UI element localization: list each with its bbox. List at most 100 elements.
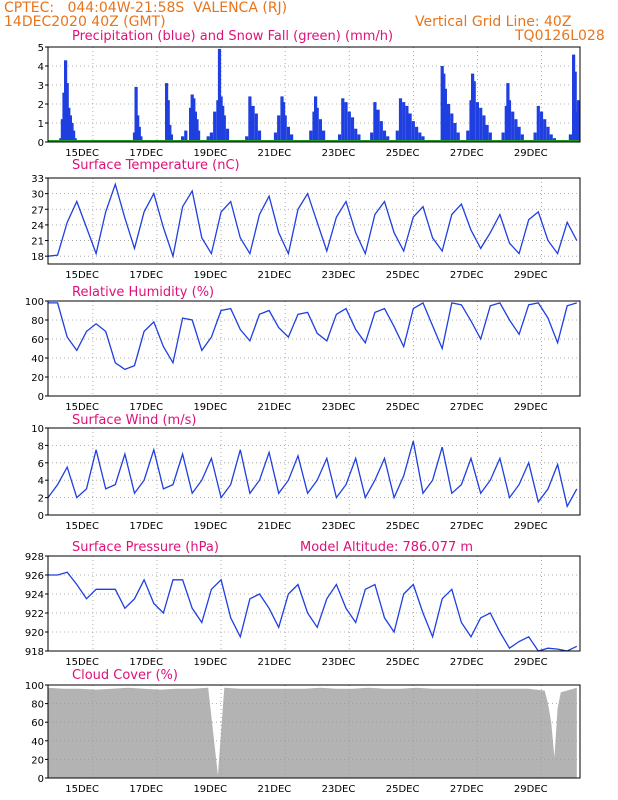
x-tick-label: 15DEC (65, 270, 99, 281)
y-tick-label: 920 (25, 628, 44, 639)
y-tick-label: 20 (31, 373, 44, 384)
x-tick-label: 29DEC (514, 657, 548, 668)
x-tick-label: 21DEC (258, 270, 292, 281)
precip-bar (169, 134, 173, 142)
precip-bar (197, 130, 201, 142)
x-tick-label: 25DEC (386, 784, 420, 795)
panel-title: Cloud Cover (%) (72, 668, 178, 683)
precip-bar (350, 117, 355, 142)
y-tick-label: 0 (38, 392, 44, 403)
y-tick-label: 0 (38, 774, 44, 785)
header-datetime: 14DEC2020 40Z (GMT) (4, 14, 166, 30)
y-tick-label: 80 (31, 316, 44, 327)
x-tick-label: 29DEC (514, 402, 548, 413)
precip-bar (405, 105, 409, 142)
precip-bar (283, 115, 287, 142)
y-tick-label: 918 (25, 647, 44, 658)
panel-title: Relative Humidity (%) (72, 285, 214, 300)
precip-bar (72, 130, 76, 142)
panel-frame (47, 46, 581, 143)
precip-bar (485, 124, 489, 142)
precip-bar (184, 130, 188, 142)
precip-bar (273, 132, 278, 142)
precip-bar (225, 128, 230, 142)
x-tick-label: 17DEC (129, 784, 163, 795)
x-tick-label: 29DEC (514, 270, 548, 281)
precip-bar (573, 71, 577, 142)
x-tick-label: 17DEC (129, 521, 163, 532)
header-model-id: TQ0126L028 (515, 28, 605, 44)
x-tick-label: 17DEC (129, 148, 163, 159)
precip-bar (245, 136, 249, 142)
precip-bar (192, 98, 196, 142)
precip-bar (536, 105, 540, 142)
x-tick-label: 21DEC (258, 402, 292, 413)
x-tick-label: 23DEC (322, 148, 356, 159)
precip-bar (213, 111, 217, 142)
panel-annotation: Model Altitude: 786.077 m (300, 540, 473, 555)
precip-bar (134, 86, 138, 142)
precip-bar (338, 134, 342, 142)
panel-frame (47, 555, 581, 652)
precip-bar (370, 132, 374, 142)
panel-frame (47, 177, 581, 265)
precip-bar (421, 136, 425, 142)
x-tick-label: 27DEC (450, 402, 484, 413)
y-tick-label: 0 (38, 138, 44, 149)
x-tick-label: 29DEC (514, 784, 548, 795)
precip-bar (514, 119, 518, 142)
precip-bar (290, 134, 294, 142)
x-tick-label: 19DEC (193, 270, 227, 281)
precip-bar (277, 115, 281, 142)
precip-bar (357, 134, 361, 142)
precip-bar (382, 130, 387, 142)
precip-bar (386, 136, 390, 142)
precip-bar (379, 121, 383, 142)
precip-bar (456, 132, 460, 142)
x-tick-label: 25DEC (386, 657, 420, 668)
precip-bar (254, 113, 258, 142)
x-tick-label: 15DEC (65, 521, 99, 532)
y-tick-label: 60 (31, 335, 44, 346)
y-tick-label: 924 (25, 590, 44, 601)
x-tick-label: 25DEC (386, 402, 420, 413)
x-tick-label: 15DEC (65, 657, 99, 668)
x-tick-label: 27DEC (450, 521, 484, 532)
precip-bar (318, 119, 322, 142)
x-tick-label: 23DEC (322, 402, 356, 413)
y-tick-label: 60 (31, 718, 44, 729)
precip-bar (344, 102, 348, 142)
precip-bar (181, 136, 185, 142)
x-tick-label: 21DEC (258, 148, 292, 159)
precip-bar (472, 81, 476, 142)
x-tick-label: 17DEC (129, 657, 163, 668)
x-tick-label: 19DEC (193, 657, 227, 668)
precip-bar (398, 98, 403, 142)
y-tick-label: 2 (38, 494, 44, 505)
precip-bar (466, 130, 470, 142)
precip-bar (539, 111, 544, 142)
panel-title: Surface Pressure (hPa) (72, 540, 219, 555)
precip-bar (168, 124, 172, 142)
precip-bar (315, 107, 319, 142)
precip-bar (139, 136, 143, 142)
precip-bar (402, 102, 406, 142)
precip-bar (322, 130, 326, 142)
x-tick-label: 25DEC (386, 521, 420, 532)
precip-bar (549, 134, 553, 142)
y-tick-label: 928 (25, 552, 44, 563)
precip-bar (166, 100, 170, 142)
precip-bar (309, 130, 313, 142)
precip-bar (482, 115, 486, 142)
y-tick-label: 100 (25, 297, 44, 308)
precip-bar (217, 48, 222, 142)
y-tick-label: 33 (31, 174, 44, 185)
x-tick-label: 25DEC (386, 148, 420, 159)
y-tick-label: 1 (38, 119, 44, 130)
x-tick-label: 27DEC (450, 784, 484, 795)
x-tick-label: 29DEC (514, 521, 548, 532)
precip-bar (543, 119, 547, 142)
y-tick-label: 27 (31, 205, 44, 216)
x-tick-label: 19DEC (193, 402, 227, 413)
